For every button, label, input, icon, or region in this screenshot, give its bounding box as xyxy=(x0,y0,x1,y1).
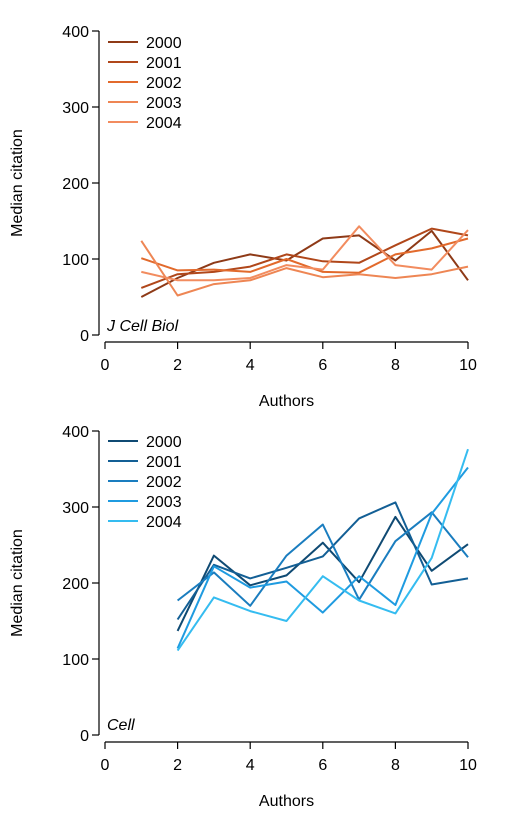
y-tick-label: 400 xyxy=(62,424,89,441)
series-line-2001 xyxy=(176,501,469,621)
x-axis-label: Authors xyxy=(259,393,314,410)
series-line-2004 xyxy=(176,448,469,652)
chart-panel-2: 0 100 200 300 400 0 2 4 6 8 10 Authors Median citati… xyxy=(9,424,477,810)
legend-label: 2001 xyxy=(146,454,182,471)
legend: 2000 2001 2002 2003 2004 xyxy=(108,434,182,531)
y-tick-label: 400 xyxy=(62,24,89,41)
chart-panel-1: 0 100 200 300 400 0 2 4 6 8 10 Authors Median citati… xyxy=(9,24,477,410)
x-tick-label: 2 xyxy=(173,757,182,774)
y-tick-label: 100 xyxy=(62,652,89,669)
y-tick-label: 300 xyxy=(62,500,89,517)
legend-label: 2004 xyxy=(146,115,182,132)
legend-label: 2000 xyxy=(146,434,182,451)
x-tick-label: 6 xyxy=(318,357,327,374)
series-line-2003 xyxy=(140,240,469,297)
x-tick-label: 4 xyxy=(246,757,255,774)
x-tick-label: 4 xyxy=(246,357,255,374)
series-line-2004 xyxy=(141,225,469,282)
x-axis-label: Authors xyxy=(259,793,314,810)
y-tick-label: 200 xyxy=(62,576,89,593)
y-tick-label: 0 xyxy=(80,328,89,345)
legend-label: 2003 xyxy=(146,494,182,511)
series-line-2000 xyxy=(176,515,469,632)
legend-label: 2002 xyxy=(146,75,182,92)
x-tick-label: 0 xyxy=(101,357,110,374)
y-axis-label: Median citation xyxy=(9,529,26,637)
y-tick-label: 0 xyxy=(80,728,89,745)
x-tick-label: 2 xyxy=(173,357,182,374)
series-line-2001 xyxy=(140,227,469,289)
x-tick-label: 10 xyxy=(459,357,477,374)
x-tick-label: 8 xyxy=(391,357,400,374)
legend-label: 2004 xyxy=(146,514,182,531)
panel-label: J Cell Biol xyxy=(106,318,179,335)
x-tick-label: 0 xyxy=(101,757,110,774)
series-line-2000 xyxy=(140,229,469,298)
legend-label: 2000 xyxy=(146,35,182,52)
x-tick-label: 6 xyxy=(318,757,327,774)
panel-label: Cell xyxy=(107,717,135,734)
legend-label: 2003 xyxy=(146,95,182,112)
y-axis-label: Median citation xyxy=(9,129,26,237)
series-line-2003 xyxy=(176,466,469,649)
y-tick-label: 300 xyxy=(62,100,89,117)
y-tick-label: 200 xyxy=(62,176,89,193)
x-tick-label: 8 xyxy=(391,757,400,774)
legend-label: 2002 xyxy=(146,474,182,491)
legend: 2000 2001 2002 2003 2004 xyxy=(108,35,182,132)
legend-label: 2001 xyxy=(146,55,182,72)
x-tick-label: 10 xyxy=(459,757,477,774)
series-line-2002 xyxy=(140,237,469,274)
series-line-2002 xyxy=(176,511,469,607)
y-tick-label: 100 xyxy=(62,252,89,269)
